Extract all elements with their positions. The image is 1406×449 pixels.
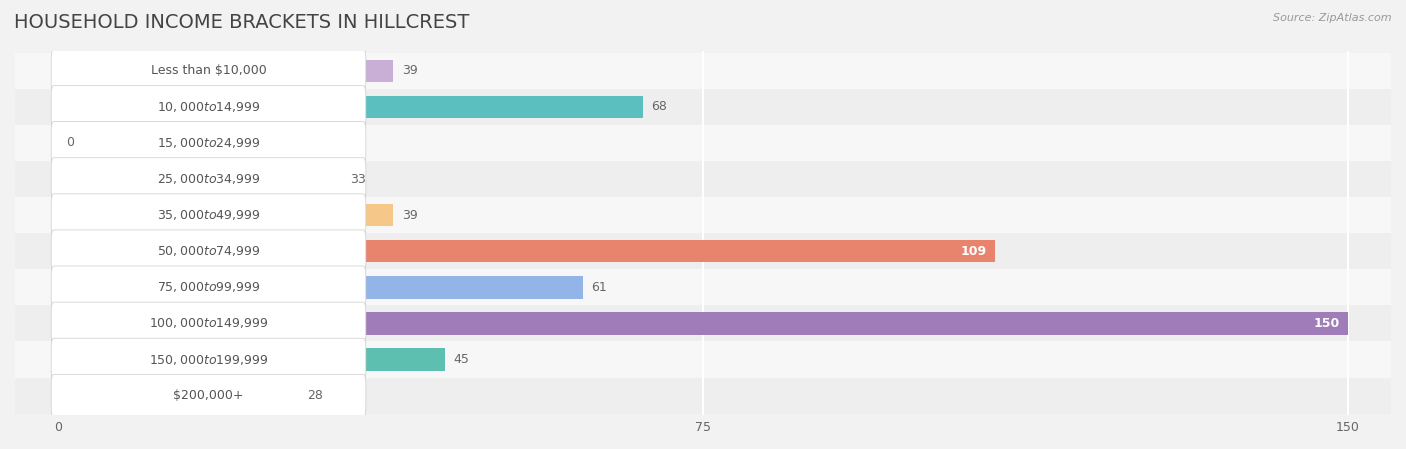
Bar <box>58 348 446 371</box>
Bar <box>0 341 1406 378</box>
Text: HOUSEHOLD INCOME BRACKETS IN HILLCREST: HOUSEHOLD INCOME BRACKETS IN HILLCREST <box>14 13 470 32</box>
Text: Source: ZipAtlas.com: Source: ZipAtlas.com <box>1274 13 1392 23</box>
Text: 61: 61 <box>591 281 607 294</box>
Text: $35,000 to $49,999: $35,000 to $49,999 <box>156 208 260 222</box>
Text: $25,000 to $34,999: $25,000 to $34,999 <box>156 172 260 186</box>
FancyBboxPatch shape <box>51 158 366 200</box>
Text: 0: 0 <box>66 136 75 150</box>
Text: 28: 28 <box>308 389 323 402</box>
FancyBboxPatch shape <box>51 338 366 381</box>
Bar <box>0 197 1406 233</box>
Text: $10,000 to $14,999: $10,000 to $14,999 <box>156 100 260 114</box>
FancyBboxPatch shape <box>51 266 366 308</box>
Text: $75,000 to $99,999: $75,000 to $99,999 <box>156 280 260 295</box>
Text: Less than $10,000: Less than $10,000 <box>150 64 266 77</box>
Text: $150,000 to $199,999: $150,000 to $199,999 <box>149 352 269 366</box>
Bar <box>58 384 299 407</box>
Bar <box>0 53 1406 89</box>
Bar <box>58 168 342 190</box>
FancyBboxPatch shape <box>51 49 366 92</box>
Bar <box>58 276 582 299</box>
FancyBboxPatch shape <box>51 374 366 417</box>
Text: $50,000 to $74,999: $50,000 to $74,999 <box>156 244 260 258</box>
Text: 45: 45 <box>454 353 470 366</box>
Text: 68: 68 <box>651 101 668 113</box>
Bar <box>0 378 1406 414</box>
Bar <box>0 89 1406 125</box>
Text: $15,000 to $24,999: $15,000 to $24,999 <box>156 136 260 150</box>
Bar <box>0 161 1406 197</box>
Bar <box>58 96 643 118</box>
Text: 33: 33 <box>350 172 366 185</box>
Bar <box>58 60 394 82</box>
FancyBboxPatch shape <box>51 230 366 273</box>
Text: $100,000 to $149,999: $100,000 to $149,999 <box>149 317 269 330</box>
Bar <box>0 305 1406 341</box>
Bar <box>0 125 1406 161</box>
Text: 109: 109 <box>960 245 987 258</box>
Text: 150: 150 <box>1313 317 1340 330</box>
Bar <box>0 269 1406 305</box>
FancyBboxPatch shape <box>51 122 366 164</box>
FancyBboxPatch shape <box>51 86 366 128</box>
Text: 39: 39 <box>402 209 418 222</box>
Bar <box>58 312 1348 335</box>
Text: 39: 39 <box>402 64 418 77</box>
Bar <box>58 240 995 262</box>
Bar <box>58 204 394 226</box>
Bar <box>0 233 1406 269</box>
Text: $200,000+: $200,000+ <box>173 389 243 402</box>
FancyBboxPatch shape <box>51 302 366 345</box>
FancyBboxPatch shape <box>51 194 366 237</box>
